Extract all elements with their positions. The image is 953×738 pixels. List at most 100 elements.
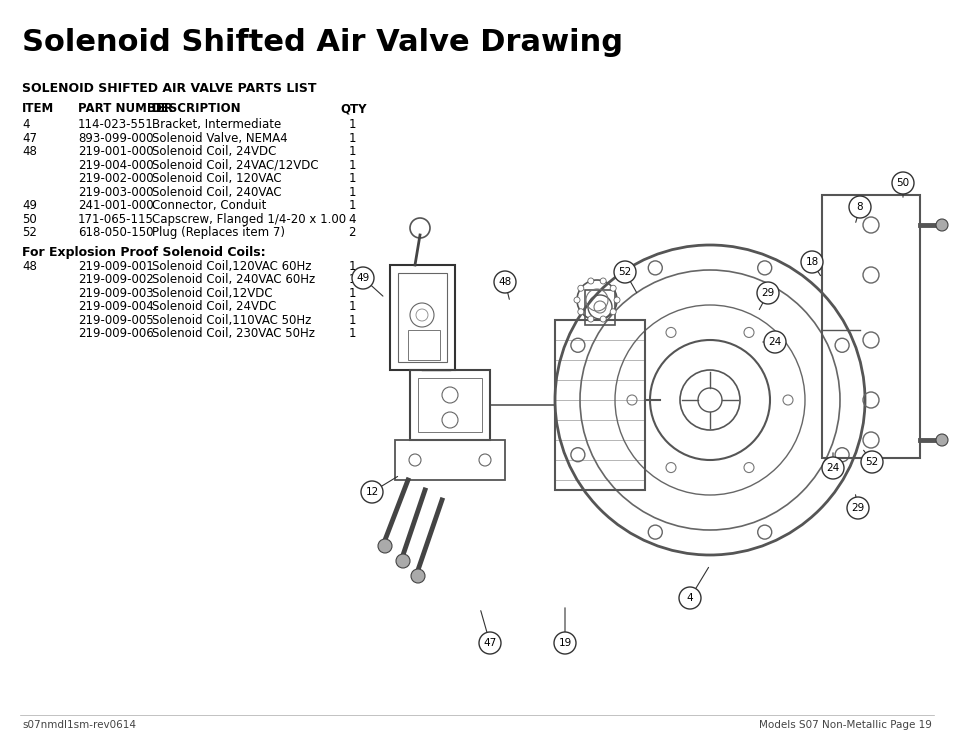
Text: 219-009-003: 219-009-003	[78, 286, 153, 300]
Text: SOLENOID SHIFTED AIR VALVE PARTS LIST: SOLENOID SHIFTED AIR VALVE PARTS LIST	[22, 82, 316, 95]
Circle shape	[478, 632, 500, 654]
Text: 8: 8	[856, 202, 862, 212]
Text: Solenoid Coil, 24VDC: Solenoid Coil, 24VDC	[152, 145, 276, 158]
Text: 219-009-004: 219-009-004	[78, 300, 153, 313]
Text: Connector, Conduit: Connector, Conduit	[152, 199, 266, 212]
Text: 1: 1	[348, 273, 355, 286]
Bar	[555, 320, 644, 490]
Text: Solenoid Shifted Air Valve Drawing: Solenoid Shifted Air Valve Drawing	[22, 28, 622, 57]
Text: Solenoid Coil,110VAC 50Hz: Solenoid Coil,110VAC 50Hz	[152, 314, 311, 326]
Text: 50: 50	[896, 178, 908, 188]
Circle shape	[352, 267, 374, 289]
Text: 18: 18	[804, 257, 818, 267]
Text: Solenoid Coil, 240VAC 60Hz: Solenoid Coil, 240VAC 60Hz	[152, 273, 314, 286]
Text: 1: 1	[348, 145, 355, 158]
Text: 50: 50	[22, 213, 37, 226]
Text: For Explosion Proof Solenoid Coils:: For Explosion Proof Solenoid Coils:	[22, 246, 265, 258]
Circle shape	[610, 308, 616, 314]
Text: 219-004-000: 219-004-000	[78, 159, 153, 171]
Circle shape	[757, 282, 779, 304]
Text: Solenoid Coil,12VDC: Solenoid Coil,12VDC	[152, 286, 273, 300]
Text: 4: 4	[348, 213, 355, 226]
Circle shape	[587, 316, 593, 322]
Text: 47: 47	[483, 638, 497, 648]
Text: Solenoid Coil, 24VDC: Solenoid Coil, 24VDC	[152, 300, 276, 313]
Bar	[395, 440, 504, 480]
Bar	[397, 273, 447, 362]
Bar	[417, 378, 481, 432]
Text: 618-050-150: 618-050-150	[78, 226, 153, 239]
Text: 29: 29	[760, 288, 774, 298]
Bar	[821, 195, 919, 458]
Text: 1: 1	[348, 327, 355, 340]
Circle shape	[599, 316, 605, 322]
Circle shape	[574, 297, 579, 303]
Text: 241-001-000: 241-001-000	[78, 199, 153, 212]
Circle shape	[614, 261, 636, 283]
Text: Capscrew, Flanged 1/4-20 x 1.00: Capscrew, Flanged 1/4-20 x 1.00	[152, 213, 346, 226]
Text: 29: 29	[850, 503, 863, 513]
Text: 1: 1	[348, 260, 355, 272]
Text: Solenoid Coil, 230VAC 50Hz: Solenoid Coil, 230VAC 50Hz	[152, 327, 314, 340]
Circle shape	[578, 308, 583, 314]
Text: s07nmdl1sm-rev0614: s07nmdl1sm-rev0614	[22, 720, 136, 730]
Text: 219-009-002: 219-009-002	[78, 273, 153, 286]
Text: 24: 24	[767, 337, 781, 347]
Text: 4: 4	[22, 118, 30, 131]
Text: 48: 48	[22, 260, 37, 272]
Text: 1: 1	[348, 199, 355, 212]
Text: 219-009-006: 219-009-006	[78, 327, 153, 340]
Circle shape	[578, 286, 583, 292]
Circle shape	[395, 554, 410, 568]
Bar	[390, 265, 455, 370]
Text: QTY: QTY	[339, 102, 366, 115]
Circle shape	[679, 587, 700, 609]
Text: DESCRIPTION: DESCRIPTION	[152, 102, 241, 115]
Bar	[410, 370, 490, 440]
Text: 48: 48	[497, 277, 511, 287]
Circle shape	[494, 271, 516, 293]
Text: 4: 4	[686, 593, 693, 603]
Circle shape	[599, 278, 605, 284]
Text: Solenoid Coil, 120VAC: Solenoid Coil, 120VAC	[152, 172, 281, 185]
Text: Plug (Replaces item 7): Plug (Replaces item 7)	[152, 226, 285, 239]
Text: 52: 52	[22, 226, 37, 239]
Circle shape	[587, 278, 593, 284]
Circle shape	[614, 297, 619, 303]
Circle shape	[935, 434, 947, 446]
Text: 219-003-000: 219-003-000	[78, 185, 153, 199]
Text: 1: 1	[348, 131, 355, 145]
Text: 52: 52	[864, 457, 878, 467]
Circle shape	[377, 539, 392, 553]
Text: 1: 1	[348, 314, 355, 326]
Text: 219-009-001: 219-009-001	[78, 260, 153, 272]
Circle shape	[554, 632, 576, 654]
Text: 219-001-000: 219-001-000	[78, 145, 153, 158]
Text: 171-065-115: 171-065-115	[78, 213, 153, 226]
Circle shape	[610, 286, 616, 292]
Text: 49: 49	[356, 273, 369, 283]
Circle shape	[861, 451, 882, 473]
Text: 48: 48	[22, 145, 37, 158]
Text: 1: 1	[348, 118, 355, 131]
Text: 24: 24	[825, 463, 839, 473]
Text: 219-002-000: 219-002-000	[78, 172, 153, 185]
Text: ITEM: ITEM	[22, 102, 54, 115]
Circle shape	[411, 569, 424, 583]
Circle shape	[821, 457, 843, 479]
Bar	[408, 330, 439, 360]
Circle shape	[360, 481, 382, 503]
Text: 219-009-005: 219-009-005	[78, 314, 153, 326]
Text: 12: 12	[365, 487, 378, 497]
Text: PART NUMBER: PART NUMBER	[78, 102, 172, 115]
Text: 1: 1	[348, 172, 355, 185]
Text: 52: 52	[618, 267, 631, 277]
Circle shape	[848, 196, 870, 218]
Text: Solenoid Coil,120VAC 60Hz: Solenoid Coil,120VAC 60Hz	[152, 260, 312, 272]
Text: 893-099-000: 893-099-000	[78, 131, 153, 145]
Text: 19: 19	[558, 638, 571, 648]
Text: Bracket, Intermediate: Bracket, Intermediate	[152, 118, 281, 131]
Circle shape	[801, 251, 822, 273]
Text: Models S07 Non-Metallic Page 19: Models S07 Non-Metallic Page 19	[759, 720, 931, 730]
Circle shape	[935, 219, 947, 231]
